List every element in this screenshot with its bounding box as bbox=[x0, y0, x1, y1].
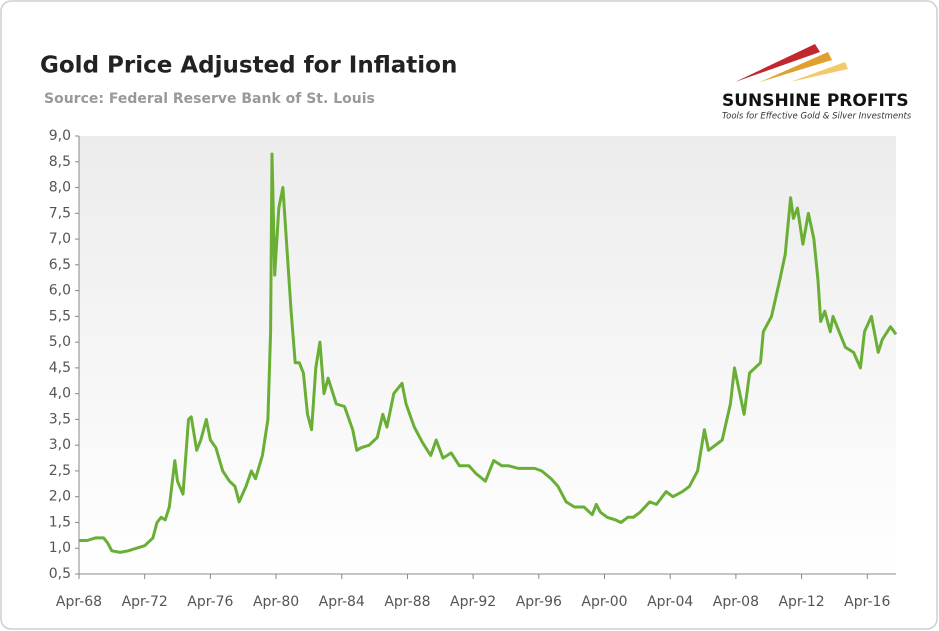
x-tick-label: Apr-12 bbox=[778, 594, 824, 610]
x-tick-label: Apr-04 bbox=[647, 594, 693, 610]
chart-subtitle: Source: Federal Reserve Bank of St. Loui… bbox=[44, 91, 375, 107]
logo-tagline: Tools for Effective Gold & Silver Invest… bbox=[722, 112, 912, 122]
plot-area bbox=[79, 136, 896, 574]
y-tick-label: 5,0 bbox=[49, 334, 71, 350]
x-tick-label: Apr-92 bbox=[450, 594, 496, 610]
x-tick-label: Apr-16 bbox=[844, 594, 890, 610]
y-tick-label: 5,5 bbox=[49, 308, 71, 324]
y-tick-label: 9,0 bbox=[49, 128, 71, 144]
y-tick-label: 2,5 bbox=[49, 463, 71, 479]
y-tick-label: 3,0 bbox=[49, 437, 71, 453]
x-tick-label: Apr-68 bbox=[56, 594, 102, 610]
y-tick-label: 3,5 bbox=[49, 411, 71, 427]
y-tick-label: 2,0 bbox=[49, 489, 71, 505]
logo-name: SUNSHINE PROFITS bbox=[722, 91, 909, 111]
y-tick-label: 6,0 bbox=[49, 283, 71, 299]
y-tick-label: 7,0 bbox=[49, 231, 71, 247]
logo-ray bbox=[790, 62, 848, 82]
chart-title: Gold Price Adjusted for Inflation bbox=[40, 53, 457, 79]
y-tick-label: 0,5 bbox=[49, 566, 71, 582]
y-tick-label: 1,5 bbox=[49, 514, 71, 530]
y-tick-label: 4,5 bbox=[49, 360, 71, 376]
y-tick-label: 1,0 bbox=[49, 540, 71, 556]
logo: SUNSHINE PROFITS Tools for Effective Gol… bbox=[722, 44, 912, 122]
y-tick-label: 7,5 bbox=[49, 205, 71, 221]
x-tick-label: Apr-72 bbox=[122, 594, 168, 610]
x-tick-label: Apr-88 bbox=[384, 594, 430, 610]
x-tick-label: Apr-00 bbox=[581, 594, 627, 610]
logo-ray bbox=[760, 52, 832, 82]
x-tick-label: Apr-08 bbox=[713, 594, 759, 610]
price-line bbox=[79, 152, 898, 554]
y-tick-label: 4,0 bbox=[49, 386, 71, 402]
x-tick-label: Apr-96 bbox=[516, 594, 562, 610]
y-tick-label: 6,5 bbox=[49, 257, 71, 273]
y-tick-label: 8,0 bbox=[49, 180, 71, 196]
x-tick-label: Apr-76 bbox=[187, 594, 233, 610]
y-tick-label: 8,5 bbox=[49, 154, 71, 170]
logo-ray bbox=[735, 44, 820, 82]
x-tick-label: Apr-80 bbox=[253, 594, 299, 610]
x-tick-label: Apr-84 bbox=[319, 594, 365, 610]
